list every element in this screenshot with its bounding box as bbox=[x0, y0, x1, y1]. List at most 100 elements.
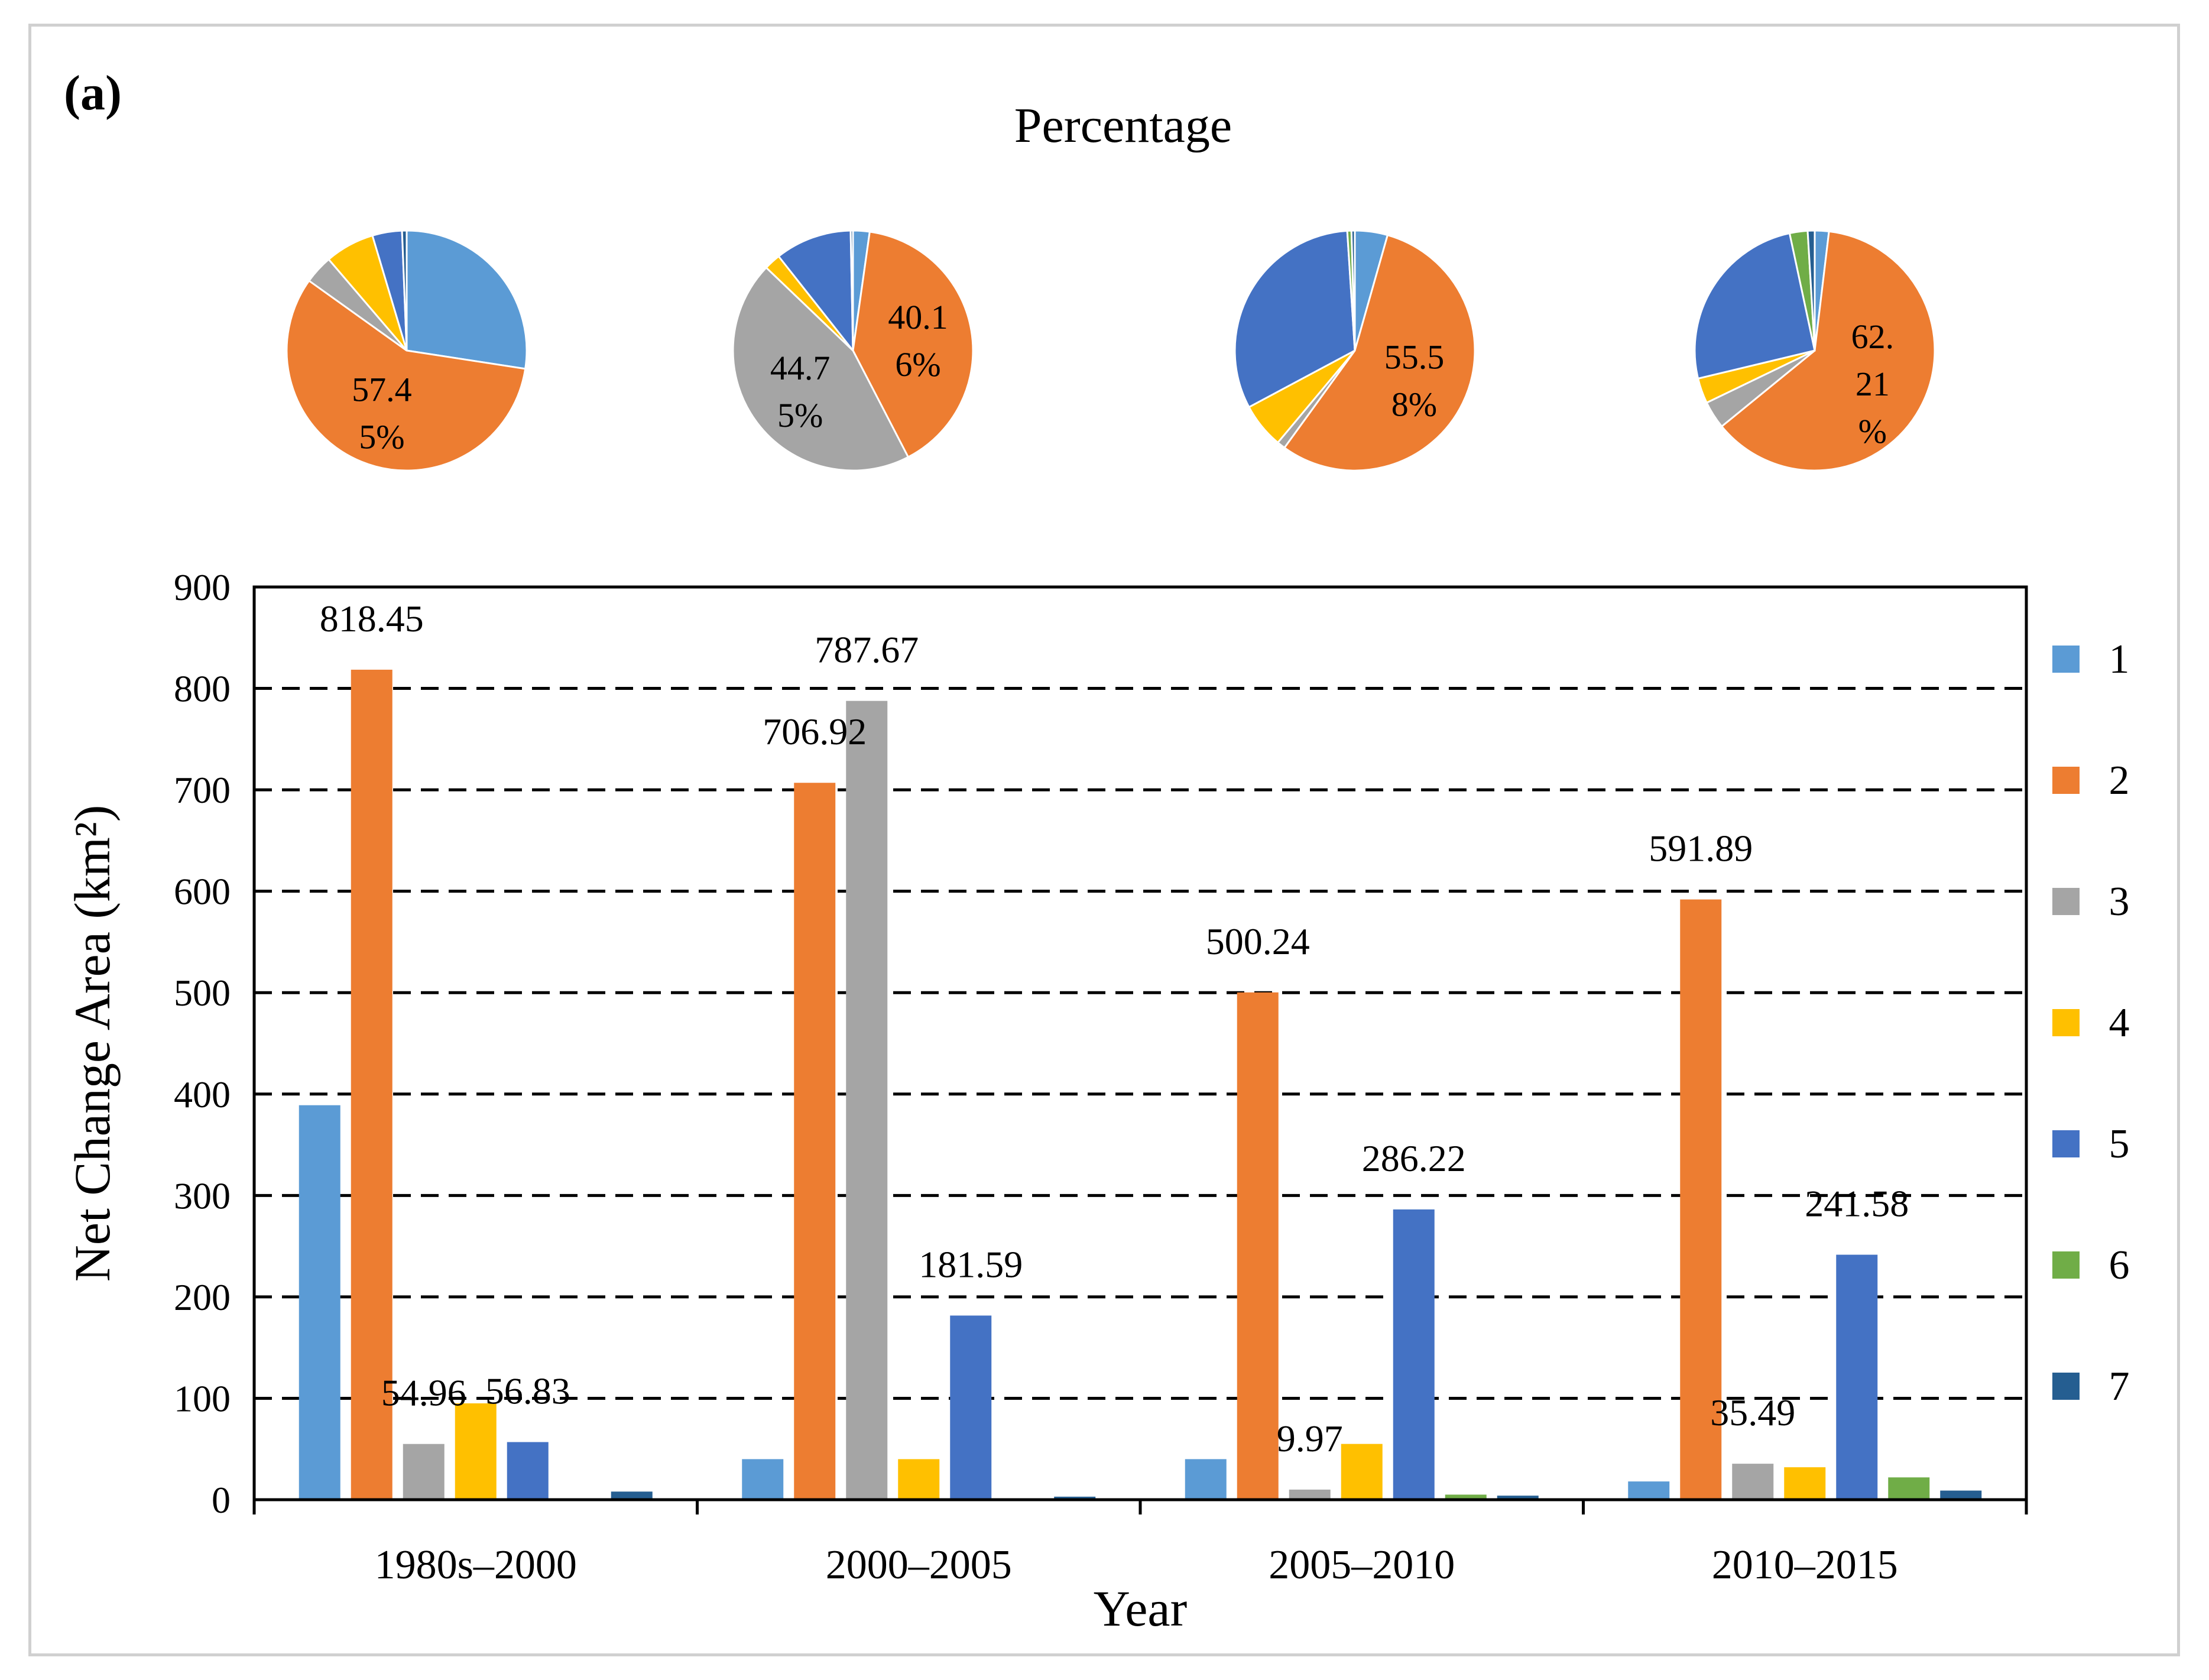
legend-swatch-6 bbox=[2052, 1251, 2080, 1279]
legend-label-2: 2 bbox=[2109, 758, 2130, 803]
pie-1-slice-2 bbox=[286, 279, 527, 472]
pie-4-slice-7 bbox=[1806, 229, 1816, 351]
pie-3-label: 8% bbox=[1391, 385, 1437, 424]
data-label: 787.67 bbox=[815, 629, 919, 671]
legend-swatch-5 bbox=[2052, 1130, 2080, 1157]
bar-2-series-2 bbox=[794, 783, 836, 1500]
pie-1-slice-1 bbox=[406, 229, 528, 370]
pie-3-label: 55.5 bbox=[1384, 338, 1445, 377]
pie-2-slice-5 bbox=[777, 229, 854, 353]
panel-label: (a) bbox=[64, 66, 122, 121]
y-tick-label: 500 bbox=[174, 972, 231, 1014]
legend-label-1: 1 bbox=[2109, 637, 2130, 682]
pie-2: 40.1 6% 44.7 5% bbox=[732, 229, 974, 472]
x-tick-label: 2000–2005 bbox=[826, 1542, 1012, 1588]
pie-2-slice-7 bbox=[849, 229, 854, 351]
y-tick-label: 100 bbox=[174, 1377, 231, 1419]
bar-1-series-1 bbox=[299, 1105, 340, 1500]
pie-1-label: 57.4 bbox=[352, 370, 412, 408]
y-tick-label: 700 bbox=[174, 769, 231, 811]
legend-swatch-1 bbox=[2052, 646, 2080, 673]
y-tick-label: 0 bbox=[212, 1479, 231, 1521]
bar-3-series-7 bbox=[1497, 1496, 1539, 1500]
bar-4-series-1 bbox=[1628, 1481, 1670, 1500]
pie-1-slice-7 bbox=[401, 229, 408, 351]
x-tick-label: 2010–2015 bbox=[1712, 1542, 1898, 1588]
x-tick-label: 2005–2010 bbox=[1269, 1542, 1455, 1588]
pie-2-slice-3 bbox=[732, 266, 910, 472]
bar-chart: 0 100 200 300 400 500 600 700 800 900 818.45 54.96 5… bbox=[64, 566, 2130, 1637]
pie-1: 57.4 5% bbox=[286, 229, 528, 472]
pie-2-label: 6% bbox=[895, 345, 940, 384]
legend-label-6: 6 bbox=[2109, 1243, 2130, 1288]
legend-label-7: 7 bbox=[2109, 1364, 2130, 1409]
y-tick-label: 200 bbox=[174, 1276, 231, 1318]
pie-3-slice-2 bbox=[1283, 233, 1476, 472]
bar-3-series-4 bbox=[1341, 1444, 1383, 1500]
figure-frame bbox=[28, 24, 2180, 1656]
x-tick-label: 1980s–2000 bbox=[375, 1542, 577, 1588]
y-tick-label: 300 bbox=[174, 1175, 231, 1217]
bar-4-series-5 bbox=[1836, 1254, 1878, 1500]
pie-2-label: 5% bbox=[777, 396, 823, 434]
y-tick-label: 800 bbox=[174, 668, 231, 710]
bar-2-series-5 bbox=[950, 1315, 992, 1500]
bar-1-series-4 bbox=[455, 1403, 497, 1500]
legend: 1 2 3 4 5 6 7 bbox=[2052, 637, 2130, 1409]
bar-3-series-2 bbox=[1237, 992, 1279, 1500]
y-axis-title: Net Change Area (km²) bbox=[64, 805, 121, 1282]
plot-area-border bbox=[252, 585, 2028, 1501]
pie-4-slice-2 bbox=[1720, 230, 1936, 472]
bar-2-series-3 bbox=[846, 700, 888, 1500]
data-label: 9.97 bbox=[1277, 1418, 1343, 1460]
bar-2-series-4 bbox=[898, 1459, 940, 1500]
data-label: 54.96 bbox=[381, 1372, 466, 1414]
bar-4-series-2 bbox=[1680, 899, 1722, 1500]
pie-1-label: 5% bbox=[359, 417, 404, 456]
data-label: 56.83 bbox=[485, 1370, 570, 1412]
pie-3-slice-7 bbox=[1350, 229, 1356, 351]
pie-2-label: 40.1 bbox=[888, 298, 948, 336]
bar-4-series-7 bbox=[1940, 1490, 1982, 1500]
data-label: 818.45 bbox=[320, 598, 424, 640]
y-tick-label: 900 bbox=[174, 566, 231, 608]
bar-3-series-1 bbox=[1185, 1459, 1227, 1500]
bar-2-series-7 bbox=[1054, 1496, 1096, 1500]
bar-4-series-4 bbox=[1784, 1467, 1826, 1500]
legend-swatch-7 bbox=[2052, 1373, 2080, 1400]
pie-charts: 57.4 5% 40.1 6% 44.7 5% 55.5 8% 62. 21% bbox=[286, 229, 1936, 472]
legend-swatch-4 bbox=[2052, 1009, 2080, 1036]
bar-3-series-3 bbox=[1289, 1489, 1331, 1500]
pie-2-slice-2 bbox=[852, 231, 974, 459]
x-axis-title: Year bbox=[1094, 1580, 1187, 1637]
pie-4-label: % bbox=[1858, 412, 1887, 450]
bar-2-series-1 bbox=[742, 1459, 784, 1500]
legend-swatch-2 bbox=[2052, 767, 2080, 794]
pie-4-slice-5 bbox=[1694, 232, 1816, 380]
data-label: 35.49 bbox=[1710, 1392, 1795, 1433]
bar-1-series-7 bbox=[611, 1491, 653, 1500]
pie-3-slice-5 bbox=[1234, 229, 1356, 408]
data-label: 181.59 bbox=[919, 1243, 1023, 1285]
data-label: 241.58 bbox=[1805, 1183, 1909, 1225]
pie-4: 62. 21% bbox=[1694, 229, 1936, 472]
bar-1-series-2 bbox=[351, 669, 393, 1500]
bar-3-series-5 bbox=[1393, 1209, 1435, 1500]
legend-label-3: 3 bbox=[2109, 879, 2130, 925]
y-tick-label: 600 bbox=[174, 871, 231, 913]
data-label: 500.24 bbox=[1206, 920, 1310, 962]
bar-1-series-3 bbox=[403, 1444, 445, 1500]
data-label: 706.92 bbox=[763, 711, 867, 753]
pie-4-label: 21 bbox=[1856, 365, 1890, 403]
bar-3-series-6 bbox=[1445, 1494, 1487, 1500]
legend-label-5: 5 bbox=[2109, 1121, 2130, 1167]
pie-3: 55.5 8% bbox=[1234, 229, 1476, 472]
y-tick-label: 400 bbox=[174, 1073, 231, 1115]
legend-swatch-3 bbox=[2052, 888, 2080, 915]
pie-2-label: 44.7 bbox=[770, 349, 831, 387]
data-label: 591.89 bbox=[1649, 828, 1753, 870]
bar-1-series-5 bbox=[507, 1442, 549, 1500]
bar-4-series-3 bbox=[1732, 1464, 1774, 1500]
bar-4-series-6 bbox=[1888, 1477, 1930, 1500]
